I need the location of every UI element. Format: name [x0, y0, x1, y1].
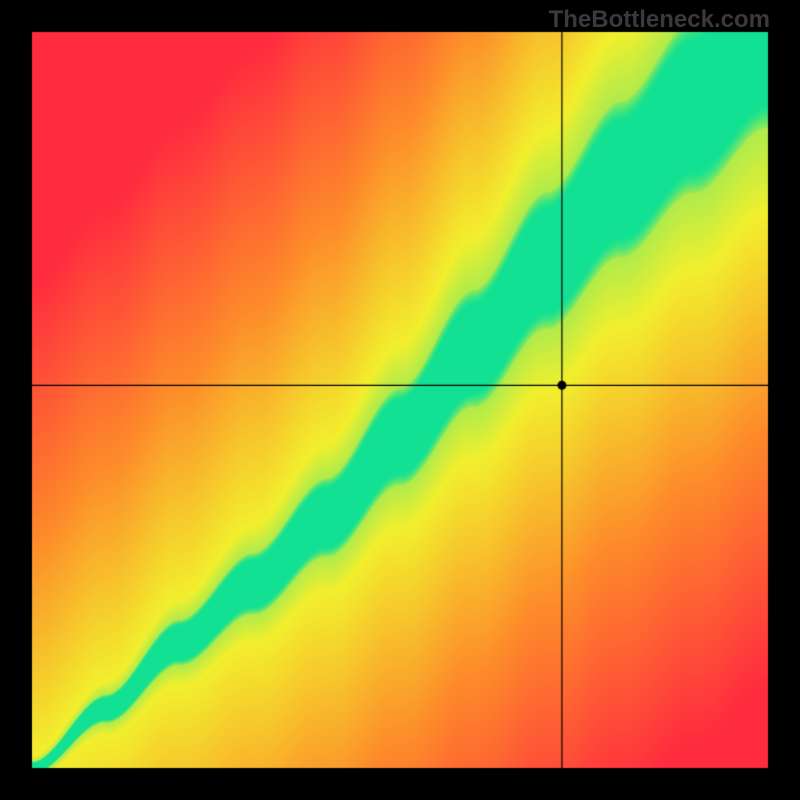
bottleneck-heatmap [0, 0, 800, 800]
watermark-text: TheBottleneck.com [549, 6, 770, 34]
